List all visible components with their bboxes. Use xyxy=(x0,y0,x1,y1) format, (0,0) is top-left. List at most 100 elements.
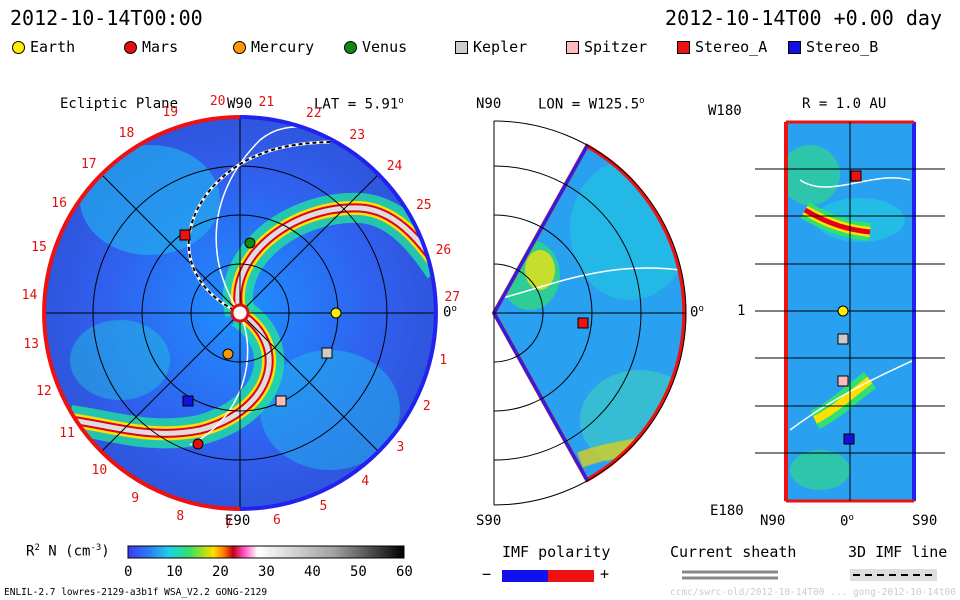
clock-label: 2 xyxy=(422,399,431,415)
stereo-b-marker xyxy=(182,395,194,407)
stereo-a-marker xyxy=(179,229,191,241)
imf-plus-label: + xyxy=(600,565,610,583)
clock-label: 18 xyxy=(118,126,135,142)
clock-label: 26 xyxy=(435,242,452,258)
clock-label: 23 xyxy=(349,127,366,143)
venus-marker-icon xyxy=(344,40,357,54)
radius-plot xyxy=(755,120,945,503)
mercury-marker xyxy=(222,348,234,360)
spitzer-marker-icon xyxy=(566,40,579,54)
date-right: 2012-10-14T00 +0.00 day xyxy=(665,6,942,30)
clock-label: 8 xyxy=(176,509,185,525)
colorbar-tick: 60 xyxy=(396,564,413,580)
clock-label: 13 xyxy=(23,336,40,352)
radius-s90-label: S90 xyxy=(912,513,938,529)
earth-marker-icon xyxy=(12,40,25,54)
colorbar-tick: 40 xyxy=(304,564,321,580)
legend-label: Spitzer xyxy=(584,38,648,56)
clock-label: 27 xyxy=(444,290,461,306)
s90-label: S90 xyxy=(476,513,502,529)
mars-marker-icon xyxy=(124,40,137,54)
legend-mercury: Mercury xyxy=(233,38,314,56)
model-info: ENLIL-2.7 lowres-2129-a3b1f WSA_V2.2 GON… xyxy=(4,587,268,598)
clock-label: 5 xyxy=(319,498,328,514)
legend-spitzer: Spitzer xyxy=(566,38,647,56)
kepler-marker-radius xyxy=(837,333,849,345)
clock-label: 1 xyxy=(439,353,448,369)
sun-marker xyxy=(230,303,250,323)
ecliptic-plot xyxy=(42,115,438,511)
earth-marker-radius xyxy=(837,305,849,317)
radius-title: R = 1.0 AU xyxy=(802,96,887,112)
clock-label: 15 xyxy=(31,240,47,256)
legend-label: Stereo_A xyxy=(695,38,768,56)
venus-marker xyxy=(244,237,256,249)
stereo-a-marker-meridional xyxy=(577,317,589,329)
legend-stereo-b: Stereo_B xyxy=(788,38,878,56)
date-left: 2012-10-14T00:00 xyxy=(10,6,203,30)
clock-label: 9 xyxy=(131,490,140,506)
legend-venus: Venus xyxy=(344,38,407,56)
radius-one-label: 1 xyxy=(737,303,746,319)
clock-label: 25 xyxy=(415,197,432,213)
clock-label: 11 xyxy=(59,426,75,442)
ecliptic-title: Ecliptic Plane xyxy=(60,96,179,112)
clock-label: 10 xyxy=(91,462,108,478)
imf-positive-bar xyxy=(548,570,594,582)
legend-earth: Earth xyxy=(12,38,75,56)
colorbar-tick: 0 xyxy=(124,564,133,580)
meridional-plot xyxy=(491,120,687,506)
imf-polarity-label: IMF polarity xyxy=(502,543,611,561)
clock-label: 7 xyxy=(224,516,233,532)
density-colorbar xyxy=(127,545,405,559)
e180-label: E180 xyxy=(710,503,744,519)
current-sheath-label: Current sheath xyxy=(670,543,797,561)
ecliptic-zero-label: 0o xyxy=(443,304,457,321)
object-legend: Earth Mars Mercury Venus Kepler Spitzer … xyxy=(0,38,960,62)
clock-label: 22 xyxy=(305,105,322,121)
colorbar-tick: 10 xyxy=(166,564,183,580)
legend-kepler: Kepler xyxy=(455,38,527,56)
clock-label: 19 xyxy=(162,105,179,121)
earth-marker xyxy=(330,307,342,319)
legend-label: Mars xyxy=(142,38,179,56)
clock-label: 20 xyxy=(209,94,226,110)
kepler-marker-icon xyxy=(455,40,468,54)
legend-label: Stereo_B xyxy=(806,38,879,56)
stereo-a-marker-icon xyxy=(677,40,690,54)
radius-zero-label: 0o xyxy=(840,513,854,530)
clock-label: 21 xyxy=(258,94,275,110)
legend-mars: Mars xyxy=(124,38,178,56)
clock-label: 6 xyxy=(273,513,281,529)
legend-label: Mercury xyxy=(251,38,315,56)
stereo-a-marker-radius xyxy=(850,170,862,182)
colorbar-label: R2 N (cm-3) xyxy=(26,543,110,560)
meridional-zero-label: 0o xyxy=(690,304,704,321)
clock-label: 16 xyxy=(51,195,67,211)
mercury-marker-icon xyxy=(233,40,246,54)
clock-label: 12 xyxy=(36,383,52,399)
kepler-marker xyxy=(321,347,333,359)
lon-label: LON = W125.5o xyxy=(538,96,645,113)
imf-minus-label: − xyxy=(482,565,492,583)
run-path: ccmc/swrc-old/2012-10-14T00 ... gong-201… xyxy=(670,587,956,598)
lat-label: LAT = 5.91o xyxy=(314,96,404,113)
spitzer-marker xyxy=(275,395,287,407)
colorbar-tick: 30 xyxy=(258,564,275,580)
colorbar-tick: 20 xyxy=(212,564,229,580)
n90-label: N90 xyxy=(476,96,502,112)
clock-label: 14 xyxy=(21,287,38,303)
legend-label: Kepler xyxy=(473,38,528,56)
radius-n90-label: N90 xyxy=(760,513,786,529)
stereo-b-marker-radius xyxy=(843,433,855,445)
colorbar-tick: 50 xyxy=(350,564,367,580)
imf3d-label: 3D IMF line xyxy=(848,543,948,561)
mars-marker xyxy=(192,438,204,450)
clock-label: 3 xyxy=(396,440,405,456)
legend-label: Earth xyxy=(30,38,76,56)
w180-label: W180 xyxy=(708,103,742,119)
e90-label: E90 xyxy=(225,513,251,529)
stereo-b-marker-icon xyxy=(788,40,801,54)
spitzer-marker-radius xyxy=(837,375,849,387)
